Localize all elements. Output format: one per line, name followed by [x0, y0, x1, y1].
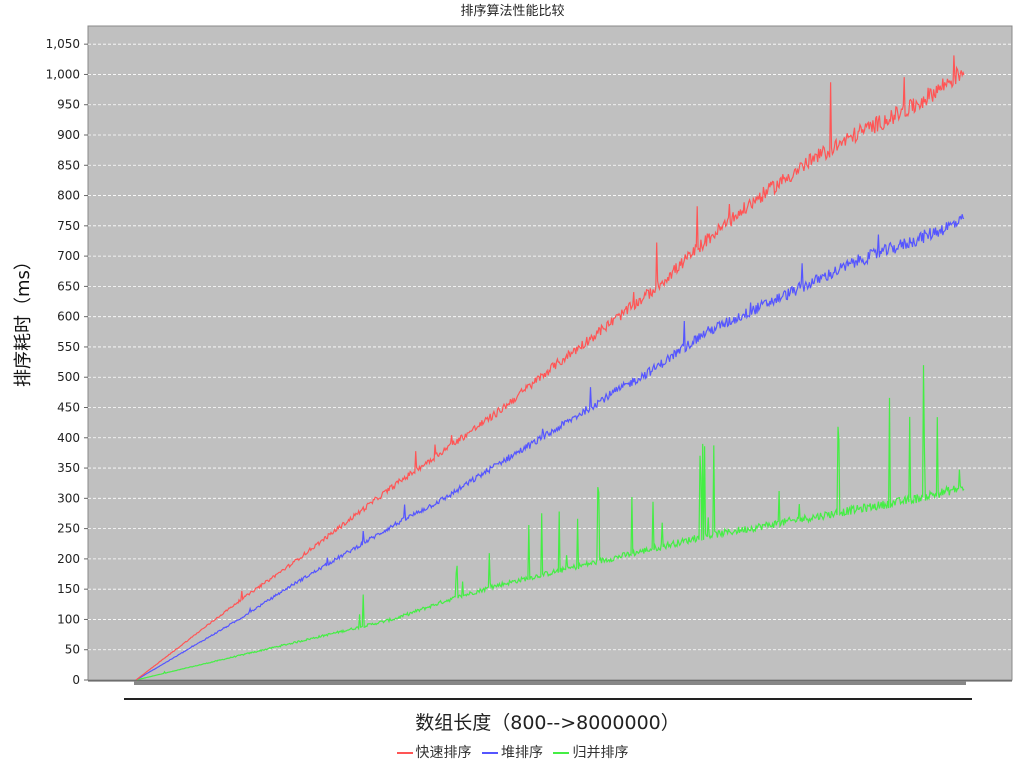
grid-lines	[88, 43, 1012, 651]
y-tick-label: 150	[57, 582, 80, 596]
series-line-2	[135, 365, 965, 681]
legend-label-mergesort: 归并排序	[572, 745, 629, 761]
legend-label-heapsort: 堆排序	[501, 745, 543, 761]
x-axis-label: 数组长度（800-->8000000）	[415, 712, 680, 734]
legend-swatch-heapsort	[482, 752, 498, 754]
axes	[88, 680, 1012, 700]
y-tick-label: 0	[72, 673, 80, 687]
y-tick-label: 950	[57, 98, 80, 112]
legend-swatch-mergesort	[553, 752, 570, 754]
y-axis-ticks: 0 50 100 150 200 250 300 350 400 450 500 550 600 650 7…	[46, 37, 88, 687]
y-tick-label: 100	[57, 612, 80, 626]
y-tick-label: 1,050	[46, 37, 80, 51]
y-tick-label: 650	[57, 279, 80, 293]
legend-item-mergesort: 归并排序	[553, 742, 628, 762]
series-line-1	[135, 214, 965, 681]
legend-swatch-quicksort	[396, 752, 413, 754]
legend-item-quicksort: 快速排序	[396, 742, 472, 762]
y-tick-label: 500	[57, 370, 80, 384]
y-tick-label: 400	[57, 431, 80, 445]
y-axis-label: 排序耗时（ms）	[13, 252, 34, 387]
y-tick-label: 600	[57, 310, 80, 324]
chart-title: 排序算法性能比较	[460, 4, 565, 19]
y-tick-label: 800	[57, 189, 80, 203]
y-tick-label: 750	[57, 219, 80, 233]
y-tick-label: 700	[57, 249, 80, 263]
y-tick-label: 350	[57, 461, 80, 475]
series-line-0	[135, 55, 965, 681]
y-tick-label: 1,000	[46, 67, 80, 81]
y-tick-label: 50	[65, 643, 80, 657]
legend: 快速排序 堆排序 归并排序	[0, 742, 1025, 762]
legend-item-heapsort: 堆排序	[482, 742, 543, 762]
y-tick-label: 900	[57, 128, 80, 142]
legend-label-quicksort: 快速排序	[415, 745, 472, 761]
y-tick-label: 200	[57, 552, 80, 566]
y-tick-label: 300	[57, 491, 80, 505]
y-tick-label: 550	[57, 340, 80, 354]
y-tick-label: 850	[57, 158, 80, 172]
y-tick-label: 250	[57, 522, 80, 536]
y-tick-label: 450	[57, 401, 80, 415]
series-lines	[135, 55, 965, 681]
